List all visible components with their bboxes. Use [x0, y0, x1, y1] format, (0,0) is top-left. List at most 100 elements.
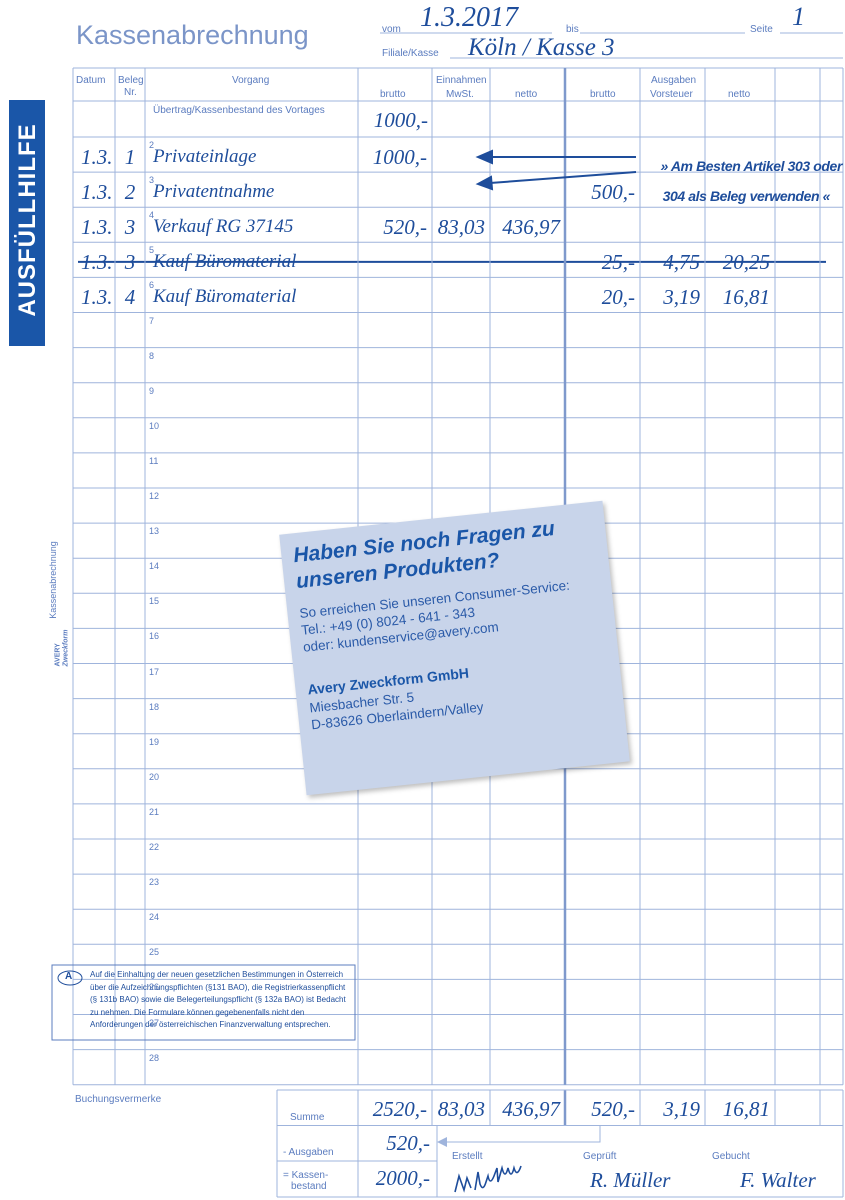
austria-box: [51, 964, 356, 1041]
row-number: 20: [149, 771, 160, 782]
cell-aus-netto: 16,81: [722, 285, 770, 310]
row-number: 16: [149, 631, 160, 642]
col-header: Beleg: [118, 75, 144, 86]
sum-value: 2000,-: [375, 1166, 430, 1190]
col-header: netto: [515, 89, 538, 100]
row-number: 18: [149, 701, 160, 712]
row-number: 15: [149, 596, 160, 607]
carry-label: Übertrag/Kassenbestand des Vortages: [153, 105, 325, 116]
row-number: 4: [149, 210, 155, 221]
row-number: 24: [149, 912, 160, 923]
row-number: 23: [149, 877, 160, 888]
form-title: Kassenabrechnung: [76, 20, 309, 50]
cell-beleg: 3: [124, 215, 136, 240]
row-number: 17: [149, 666, 160, 677]
cell-ein-brutto: 520,-: [383, 215, 427, 240]
col-header: Ausgaben: [651, 75, 697, 86]
row-number: 28: [149, 1052, 160, 1063]
label: Filiale/Kasse: [382, 48, 439, 59]
footer-label: Erstellt: [452, 1151, 483, 1162]
cell-beleg: 1: [124, 145, 136, 169]
label: bis: [566, 24, 579, 35]
logo-text: Zweckform: [62, 629, 70, 667]
cell-mwst: 83,03: [437, 215, 485, 240]
row-number: 8: [149, 350, 155, 361]
cell-beleg: 3: [124, 250, 136, 275]
cell-ein-brutto: 1000,-: [372, 145, 427, 169]
cell-vorsteuer: 3,19: [663, 285, 700, 310]
footer-label: = Kassen-bestand: [283, 1170, 328, 1192]
row-number: 10: [149, 420, 160, 431]
date: 1.3.2017: [420, 2, 518, 33]
row-number: 6: [149, 280, 155, 291]
sum-value: 520,-: [591, 1097, 635, 1121]
logo-text: AVERY: [54, 643, 62, 667]
cell-aus-brutto: 25,-: [601, 250, 635, 275]
cell-datum: 1.3.: [81, 285, 113, 310]
row-number: 2: [149, 140, 155, 150]
col-header: netto: [728, 89, 751, 100]
cell-vorgang: Privateinlage: [153, 146, 257, 167]
row-number: 5: [149, 245, 155, 256]
cell-aus-netto: 20,25: [722, 250, 770, 275]
footer-label-line: bestand: [291, 1181, 327, 1192]
banner: AUSFÜLLHILFE: [14, 123, 41, 317]
col-header: brutto: [380, 89, 406, 100]
cell-datum: 1.3.: [81, 180, 113, 205]
carry-value: 1000,-: [373, 108, 428, 132]
badge-ring: [57, 970, 83, 986]
signature-scribble: [454, 1164, 522, 1193]
cell-datum: 1.3.: [81, 215, 113, 240]
row-number: 14: [149, 561, 160, 572]
badge: A: [65, 971, 73, 982]
annotation-line: 304 als Beleg verwenden «: [662, 188, 831, 204]
cell-vorsteuer: 4,75: [663, 250, 700, 275]
row-number: 21: [149, 806, 160, 817]
cell-vorgang: Privatentnahme: [153, 181, 275, 203]
row-number: 12: [149, 491, 160, 501]
sum-value: 3,19: [663, 1097, 700, 1121]
cell-datum: 1.3.: [81, 250, 113, 275]
side-label: Kassenabrechnung: [47, 541, 58, 619]
footer-label: Summe: [290, 1112, 325, 1123]
row-number: 11: [149, 455, 159, 466]
col-header: Einnahmen: [436, 75, 487, 86]
signature: R. Müller: [590, 1168, 671, 1192]
cell-vorgang: Kauf Büromaterial: [153, 286, 297, 308]
cell-aus-brutto: 20,-: [601, 285, 635, 310]
banner-bg: [9, 100, 45, 346]
label: Seite: [750, 24, 773, 35]
sum-value: 2520,-: [372, 1097, 427, 1121]
col-header: Datum: [76, 75, 106, 86]
row-number: 13: [149, 526, 160, 537]
row-number: 27: [149, 1017, 160, 1028]
arrows: [475, 149, 637, 191]
sum-arrow: [445, 1125, 601, 1143]
footer-label: Geprüft: [583, 1151, 617, 1162]
brand-logo: AVERY Zweckform: [54, 630, 70, 667]
col-header: Vorgang: [232, 75, 270, 86]
col-header: Vorsteuer: [650, 89, 693, 100]
page-number: 1: [792, 2, 805, 31]
row-number: 26: [149, 982, 160, 993]
signature: F. Walter: [740, 1168, 816, 1192]
sum-value: 520,-: [386, 1131, 430, 1155]
branch: Köln / Kasse 3: [468, 34, 615, 61]
footer-label: Buchungsvermerke: [75, 1094, 162, 1105]
cell-aus-brutto: 500,-: [591, 180, 635, 205]
cell-vorgang: Kauf Büromaterial: [153, 251, 297, 273]
row-number: 22: [149, 842, 160, 852]
row-number: 9: [149, 385, 155, 396]
row-number: 7: [149, 315, 155, 326]
sticky-note: Haben Sie noch Fragen zu unseren Produkte…: [279, 500, 630, 796]
label: vom: [382, 24, 401, 35]
austria-note: Auf die Einhaltung der neuen gesetzliche…: [90, 970, 346, 1030]
footer-label: - Ausgaben: [283, 1147, 334, 1158]
sum-value: 83,03: [437, 1097, 485, 1121]
annotation: » Am Besten Artikel 303 oder 304 als Bele…: [642, 151, 842, 211]
cell-vorgang: Verkauf RG 37145: [153, 216, 294, 238]
col-header: brutto: [590, 89, 616, 100]
col-header: Nr.: [124, 87, 137, 98]
